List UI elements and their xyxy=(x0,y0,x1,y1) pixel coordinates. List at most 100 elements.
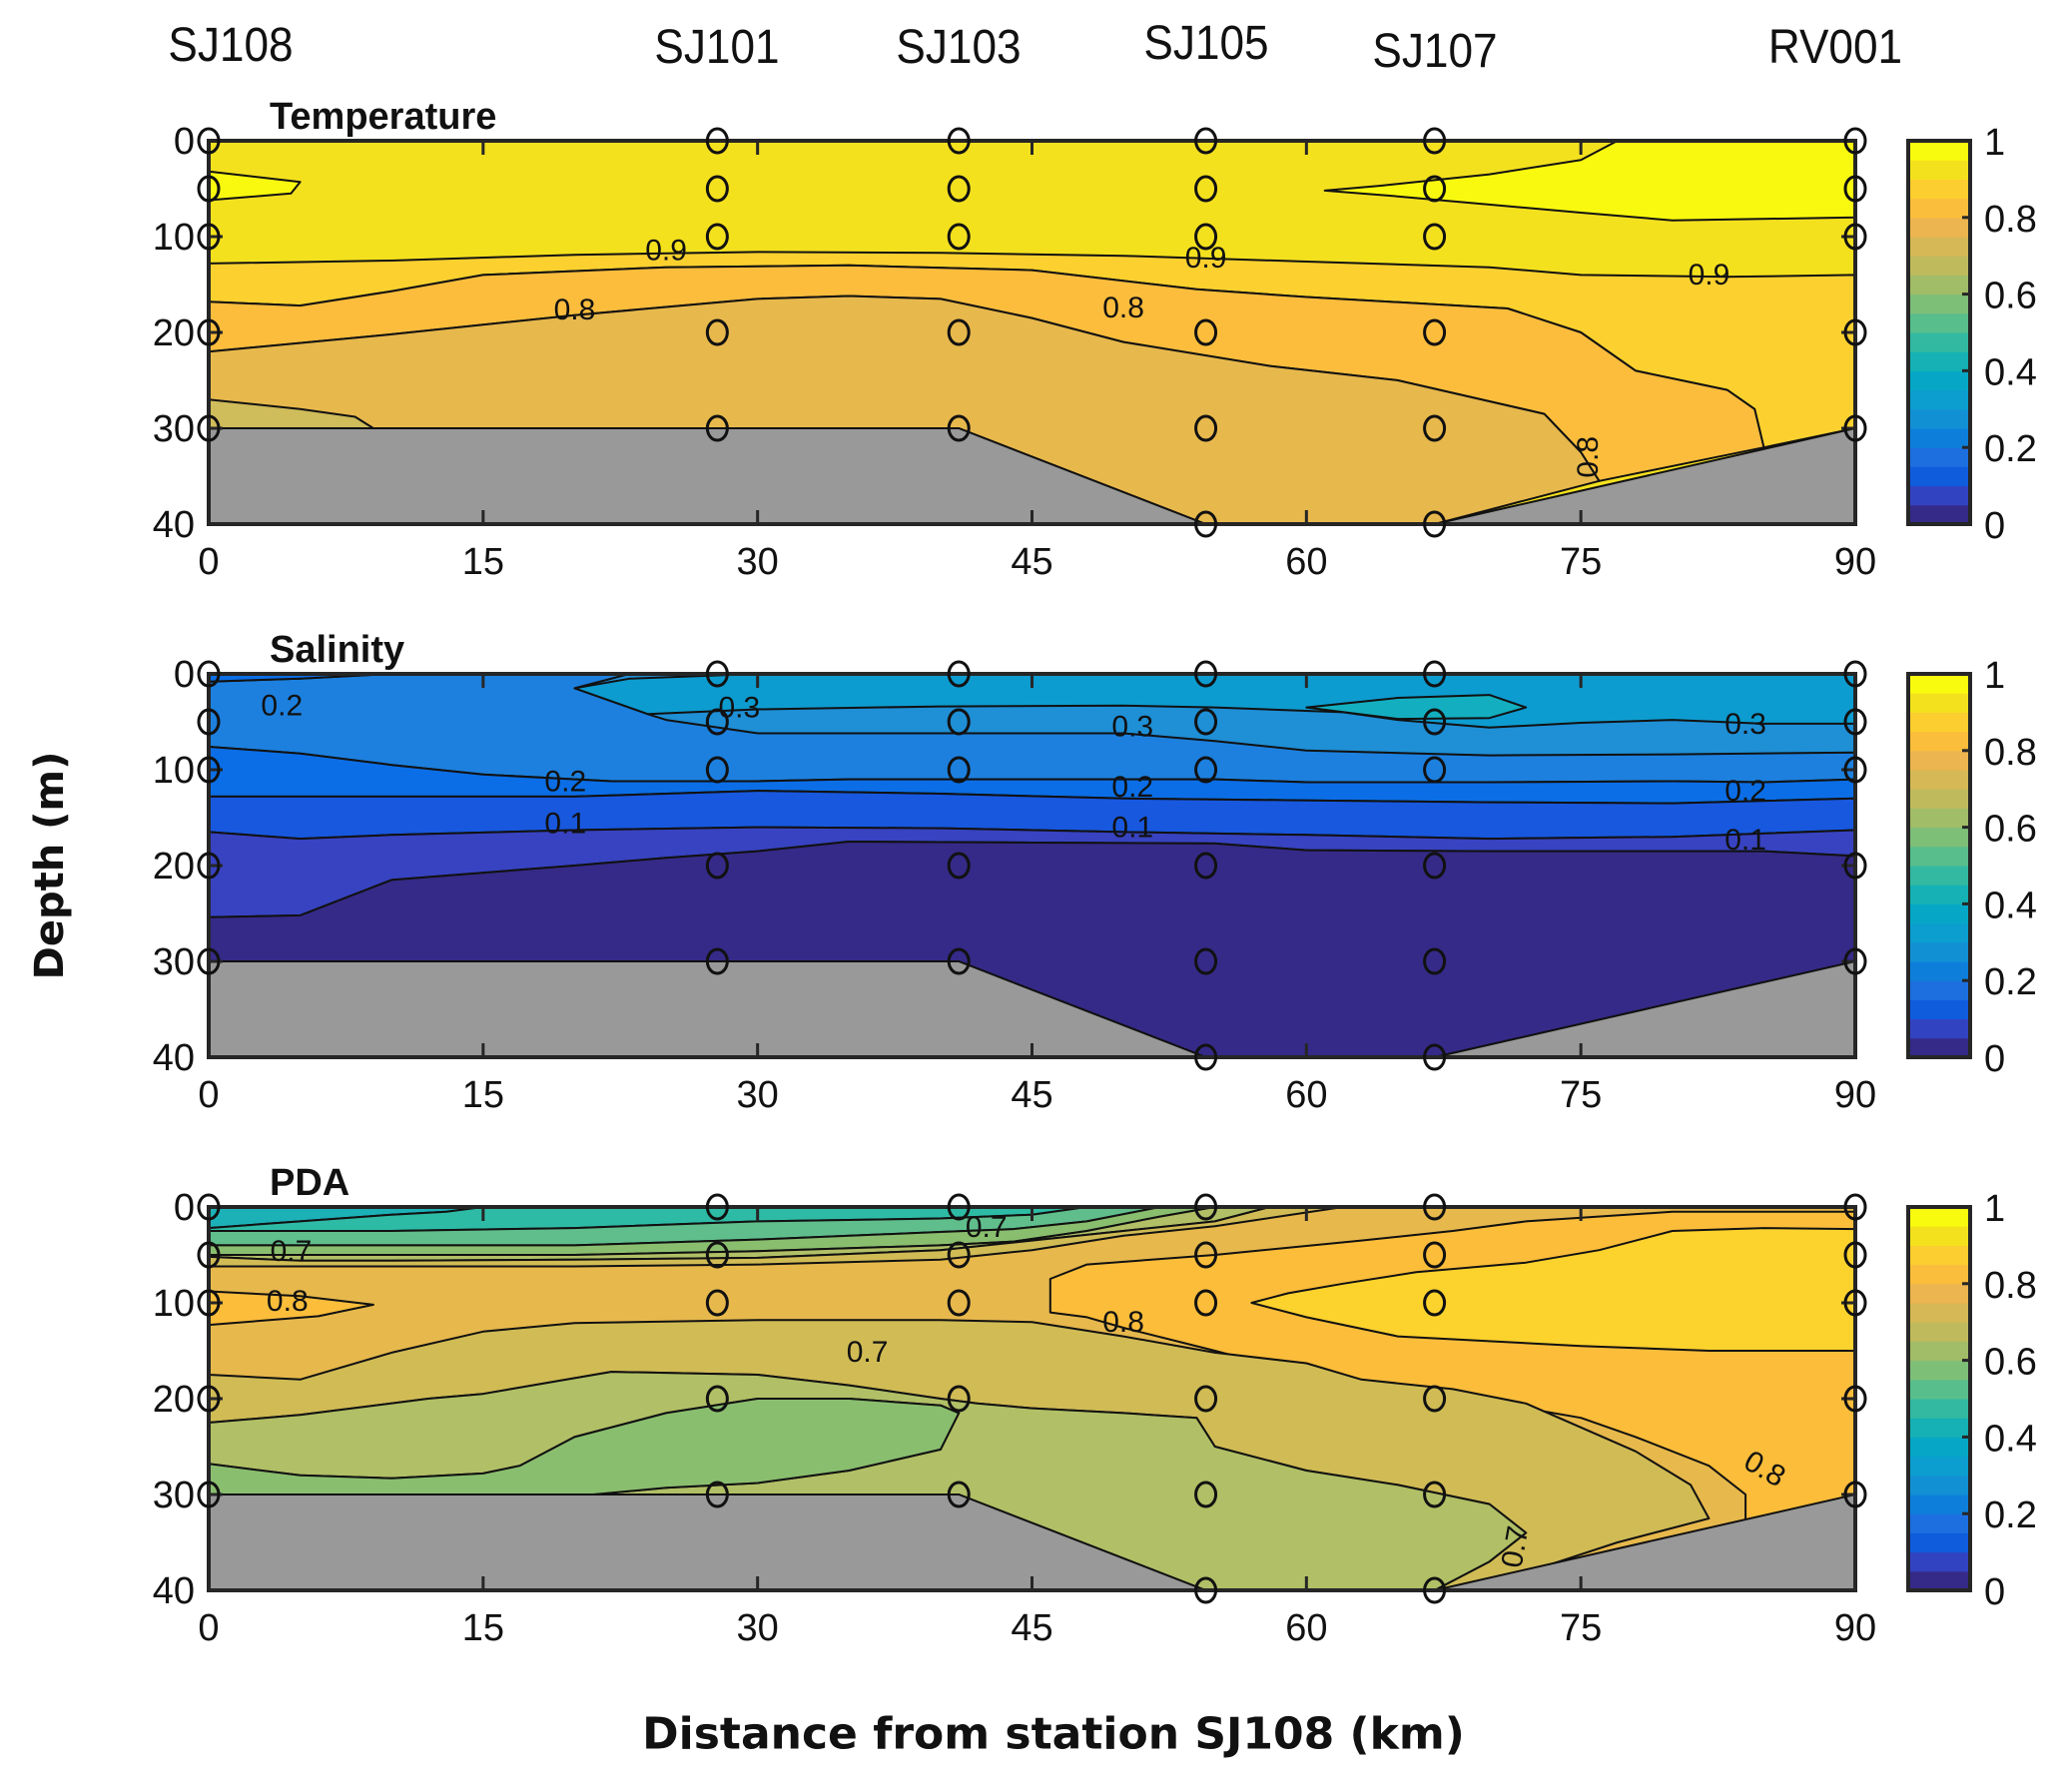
sample-point-SJ105 xyxy=(1194,852,1218,880)
colorbar-level xyxy=(1908,789,1970,809)
contour-label: 0.3 xyxy=(1724,708,1766,741)
contour-band-0.875 xyxy=(1250,1227,1855,1352)
sample-point-SJ108 xyxy=(197,414,221,442)
sample-point-SJ101 xyxy=(705,127,729,155)
sample-point-SJ101 xyxy=(705,947,729,975)
sample-point-RV001 xyxy=(1843,1385,1867,1413)
x-tick-label: 15 xyxy=(462,541,504,583)
panel-title: PDA xyxy=(270,1162,349,1204)
x-tick-label: 75 xyxy=(1560,541,1602,583)
sample-point-RV001 xyxy=(1843,1481,1867,1508)
colorbar-level xyxy=(1908,275,1970,296)
colorbar-level xyxy=(1908,1207,1970,1227)
sample-point-SJ107 xyxy=(1423,1289,1447,1317)
colorbar-level xyxy=(1908,885,1970,904)
y-tick-label: 40 xyxy=(153,1570,195,1612)
station-label-SJ108: SJ108 xyxy=(168,19,294,72)
contour-label: 0.8 xyxy=(554,294,596,326)
colorbar-level xyxy=(1908,1226,1970,1246)
station-label-SJ105: SJ105 xyxy=(1142,17,1269,70)
colorbar-tick-label: 0.6 xyxy=(1984,809,2037,851)
panel-pda: 0.70.80.70.80.70.80.70 15 30 45 60 75 90010203… xyxy=(153,1162,2037,1649)
colorbar-level xyxy=(1908,866,1970,886)
contour-label: 0.9 xyxy=(1689,259,1730,292)
y-tick-label: 30 xyxy=(153,408,195,450)
x-tick-label: 15 xyxy=(462,1074,504,1116)
colorbar-level xyxy=(1908,428,1970,448)
x-tick-label: 60 xyxy=(1285,1074,1327,1116)
colorbar-level xyxy=(1908,1456,1970,1477)
x-tick-label: 90 xyxy=(1834,1607,1876,1649)
colorbar-tick-label: 1 xyxy=(1984,1188,2005,1230)
x-tick-label: 90 xyxy=(1834,541,1876,583)
sample-point-SJ108 xyxy=(197,852,221,880)
x-tick-label: 75 xyxy=(1560,1074,1602,1116)
sample-point-SJ105 xyxy=(1194,223,1218,251)
x-tick-label: 15 xyxy=(462,1607,504,1649)
colorbar-level xyxy=(1908,750,1970,771)
colorbar-tick-label: 0 xyxy=(1984,1038,2005,1080)
colorbar: 0 0.2 0.4 0.6 0.8 1 xyxy=(1906,1188,2037,1613)
sample-point-SJ105 xyxy=(1194,1385,1218,1413)
sample-point-SJ105 xyxy=(1194,708,1218,736)
sample-point-SJ108 xyxy=(197,1289,221,1317)
sample-point-SJ107 xyxy=(1423,1241,1447,1269)
colorbar-level xyxy=(1908,1532,1970,1553)
colorbar-level xyxy=(1908,370,1970,391)
sample-point-SJ103 xyxy=(947,947,971,975)
sample-point-RV001 xyxy=(1843,318,1867,346)
contour-label: 0.3 xyxy=(1111,711,1153,744)
panel-salinity: 0.2 0.3 0.3 0.3 0.2 0.2 0.2 0.1 0.1 0.1 0 15 30 45 60 7… xyxy=(153,629,2037,1116)
sample-point-SJ105 xyxy=(1194,175,1218,203)
sample-point-SJ107 xyxy=(1423,223,1447,251)
colorbar-level xyxy=(1908,922,1970,943)
colorbar-level xyxy=(1908,389,1970,410)
contour-fills: 0.70.80.70.80.70.80.7 xyxy=(209,1207,1855,1590)
y-tick-label: 10 xyxy=(153,1283,195,1325)
y-tick-label: 30 xyxy=(153,1475,195,1516)
colorbar-level xyxy=(1908,351,1970,371)
sample-point-SJ105 xyxy=(1194,127,1218,155)
sample-point-SJ108 xyxy=(197,1241,221,1269)
sample-point-SJ105 xyxy=(1194,1481,1218,1508)
colorbar-level xyxy=(1908,1418,1970,1438)
contour-label: 0.9 xyxy=(645,234,687,267)
colorbar-level xyxy=(1908,1570,1970,1591)
y-tick-label: 20 xyxy=(153,1379,195,1421)
x-tick-label: 30 xyxy=(737,541,779,583)
colorbar-frame xyxy=(1906,1205,1972,1592)
sample-point-SJ101 xyxy=(705,318,729,346)
y-tick-label: 30 xyxy=(153,941,195,983)
y-tick-label: 10 xyxy=(153,217,195,259)
sample-point-SJ107 xyxy=(1423,414,1447,442)
sample-point-SJ101 xyxy=(705,1193,729,1221)
sample-point-SJ101 xyxy=(705,223,729,251)
y-tick-label: 0 xyxy=(174,121,195,163)
station-label-SJ107: SJ107 xyxy=(1371,25,1498,78)
contour-band-0.625 xyxy=(209,1398,961,1495)
contour-label: 0.1 xyxy=(544,808,586,841)
sample-point-SJ107 xyxy=(1423,318,1447,346)
sample-point-SJ103 xyxy=(947,1193,971,1221)
colorbar-tick-label: 0.4 xyxy=(1984,885,2037,926)
colorbar-level xyxy=(1908,770,1970,790)
sample-point-SJ107 xyxy=(1423,1576,1447,1604)
sample-point-SJ101 xyxy=(705,414,729,442)
x-tick-label: 45 xyxy=(1011,541,1052,583)
colorbar-level xyxy=(1908,217,1970,238)
colorbar-level xyxy=(1908,1437,1970,1458)
sample-point-SJ103 xyxy=(947,318,971,346)
colorbar-frame xyxy=(1906,139,1972,526)
y-tick-label: 0 xyxy=(174,1187,195,1229)
colorbar-level xyxy=(1908,237,1970,257)
sample-point-SJ103 xyxy=(947,852,971,880)
sample-point-SJ105 xyxy=(1194,1241,1218,1269)
sample-point-SJ101 xyxy=(705,660,729,688)
sample-point-SJ108 xyxy=(197,318,221,346)
y-tick-label: 40 xyxy=(153,1037,195,1079)
sample-point-SJ107 xyxy=(1423,1481,1447,1508)
colorbar-level xyxy=(1908,1245,1970,1266)
sample-point-RV001 xyxy=(1843,414,1867,442)
x-tick-label: 75 xyxy=(1560,1607,1602,1649)
